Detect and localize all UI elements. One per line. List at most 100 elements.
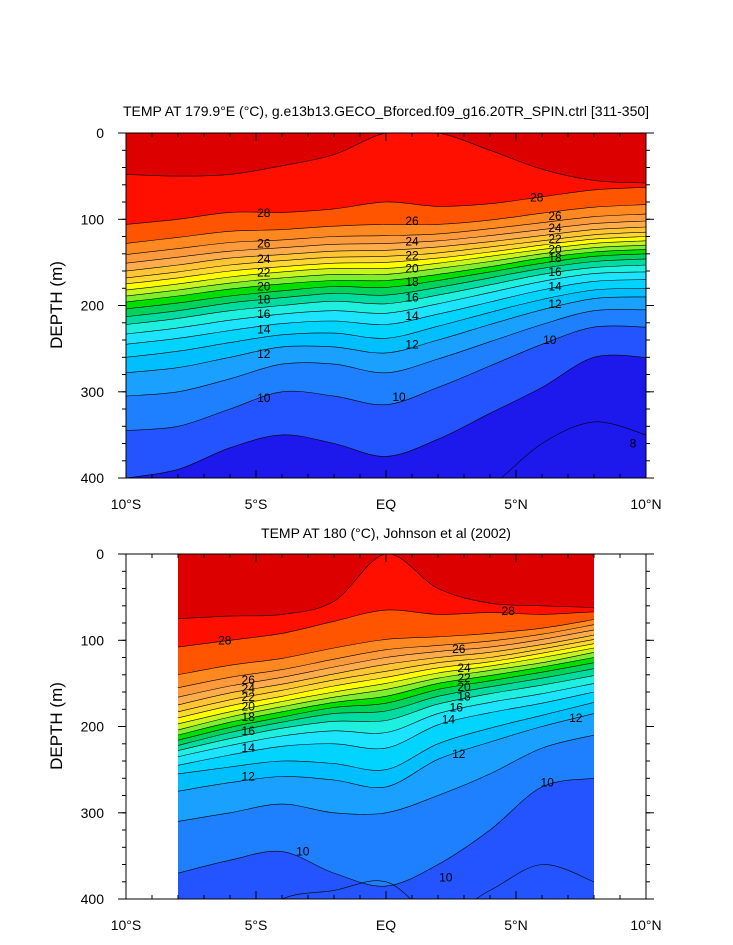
contour-label: 24 xyxy=(242,682,256,696)
contour-label: 18 xyxy=(405,275,419,289)
isotherm-29 xyxy=(126,133,646,184)
isotherm-10 xyxy=(126,325,646,431)
isotherm-25 xyxy=(126,220,646,264)
contour-label: 26 xyxy=(452,642,466,656)
isotherm-22 xyxy=(177,643,595,719)
contour-label: 20 xyxy=(457,680,471,694)
y-axis-label: DEPTH (m) xyxy=(47,682,66,770)
contour-label: 16 xyxy=(548,265,562,279)
isotherm-17 xyxy=(177,668,595,746)
isotherm-25 xyxy=(177,629,595,698)
isotherm-23 xyxy=(126,231,646,279)
isotherm-16 xyxy=(177,675,595,751)
isotherm-9 xyxy=(126,354,646,478)
contour-label: 26 xyxy=(548,209,562,223)
contour-label: 12 xyxy=(569,711,583,725)
isotherm-19 xyxy=(126,249,646,303)
isotherm-14 xyxy=(126,279,646,345)
axes: 10°S 5°S EQ 5°N 10°N 0 100 200 300 400 xyxy=(81,546,662,933)
isotherm-22 xyxy=(126,236,646,285)
contour-label: 22 xyxy=(257,266,271,280)
isotherm-26 xyxy=(177,624,595,688)
isotherm-19 xyxy=(177,657,595,736)
isotherm-15 xyxy=(126,271,646,335)
contour-label: 10 xyxy=(543,333,557,347)
panel-model: TEMP AT 179.9°E (°C), g.e13b13.GECO_Bfor… xyxy=(47,103,662,512)
y-tick-label: 0 xyxy=(96,546,104,562)
y-tick-label: 400 xyxy=(81,891,105,907)
y-axis-label: DEPTH (m) xyxy=(47,261,66,349)
contour-label: 12 xyxy=(548,297,562,311)
isotherm-24 xyxy=(126,226,646,272)
isotherm-9 xyxy=(281,864,595,899)
y-tick-label: 100 xyxy=(81,211,105,227)
contour-label: 10 xyxy=(541,776,555,790)
isotherm-23 xyxy=(177,639,595,713)
contour-label: 14 xyxy=(548,280,562,294)
contour-label: 28 xyxy=(257,206,271,220)
isotherm-13 xyxy=(177,702,595,775)
contour-fills xyxy=(178,554,594,899)
contour-label: 14 xyxy=(242,741,256,755)
isotherm-13 xyxy=(126,288,646,358)
isotherm-12 xyxy=(126,296,646,374)
isotherm-15 xyxy=(177,683,595,757)
isotherm-26 xyxy=(126,213,646,255)
axes: 10°S 5°S EQ 5°N 10°N 0 100 200 300 400 xyxy=(81,125,662,512)
contour-label: 26 xyxy=(405,214,419,228)
contour-lines xyxy=(126,133,646,478)
contour-label: 14 xyxy=(442,713,456,727)
contour-labels: 2828262624242222202018181616141412121210… xyxy=(218,604,583,885)
contour-label: 12 xyxy=(242,770,256,784)
isotherm-20 xyxy=(177,652,595,731)
contour-label: 24 xyxy=(457,661,471,675)
x-tick-label: 5°S xyxy=(245,917,268,933)
x-tick-label: 10°S xyxy=(111,917,142,933)
isotherm-21 xyxy=(126,240,646,291)
y-tick-label: 100 xyxy=(81,632,105,648)
contour-label: 20 xyxy=(405,261,419,275)
isotherm-18 xyxy=(177,662,595,741)
isotherm-16 xyxy=(126,264,646,325)
panel-observed: TEMP AT 180 (°C), Johnson et al (2002) D… xyxy=(47,525,662,933)
isotherm-8 xyxy=(500,421,646,478)
contour-label: 16 xyxy=(242,724,256,738)
contour-label: 22 xyxy=(242,690,256,704)
x-tick-label: 10°N xyxy=(630,496,661,512)
isotherm-27 xyxy=(177,619,595,676)
contour-label: 14 xyxy=(405,309,419,323)
contour-label: 18 xyxy=(457,689,471,703)
isotherm-24 xyxy=(177,634,595,706)
contour-label: 24 xyxy=(405,235,419,249)
contour-label: 18 xyxy=(257,293,271,307)
contour-label: 10 xyxy=(439,870,453,884)
contour-label: 26 xyxy=(242,673,256,687)
contour-label: 16 xyxy=(450,701,464,715)
isotherm-12 xyxy=(177,713,595,792)
y-tick-label: 400 xyxy=(81,470,105,486)
isotherm-28 xyxy=(177,609,595,648)
contour-label: 20 xyxy=(548,242,562,256)
y-tick-label: 200 xyxy=(81,719,105,735)
contour-label: 28 xyxy=(502,604,516,618)
contour-label: 10 xyxy=(392,390,406,404)
contour-label: 24 xyxy=(257,252,271,266)
contour-label: 26 xyxy=(257,236,271,250)
isotherm-10 xyxy=(177,778,595,887)
contour-label: 14 xyxy=(257,323,271,337)
contour-lines xyxy=(177,554,595,899)
contour-label: 28 xyxy=(530,191,544,205)
contour-label: 22 xyxy=(457,671,471,685)
isotherm-14 xyxy=(177,691,595,766)
contour-label: 20 xyxy=(257,280,271,294)
contour-label: 16 xyxy=(405,291,419,305)
contour-label: 8 xyxy=(630,437,637,451)
contour-label: 10 xyxy=(296,845,310,859)
contour-label: 12 xyxy=(452,747,466,761)
contour-label: 12 xyxy=(257,347,271,361)
x-tick-label: 5°N xyxy=(504,496,528,512)
contour-label: 22 xyxy=(548,232,562,246)
isotherm-18 xyxy=(126,253,646,310)
y-tick-label: 300 xyxy=(81,805,105,821)
